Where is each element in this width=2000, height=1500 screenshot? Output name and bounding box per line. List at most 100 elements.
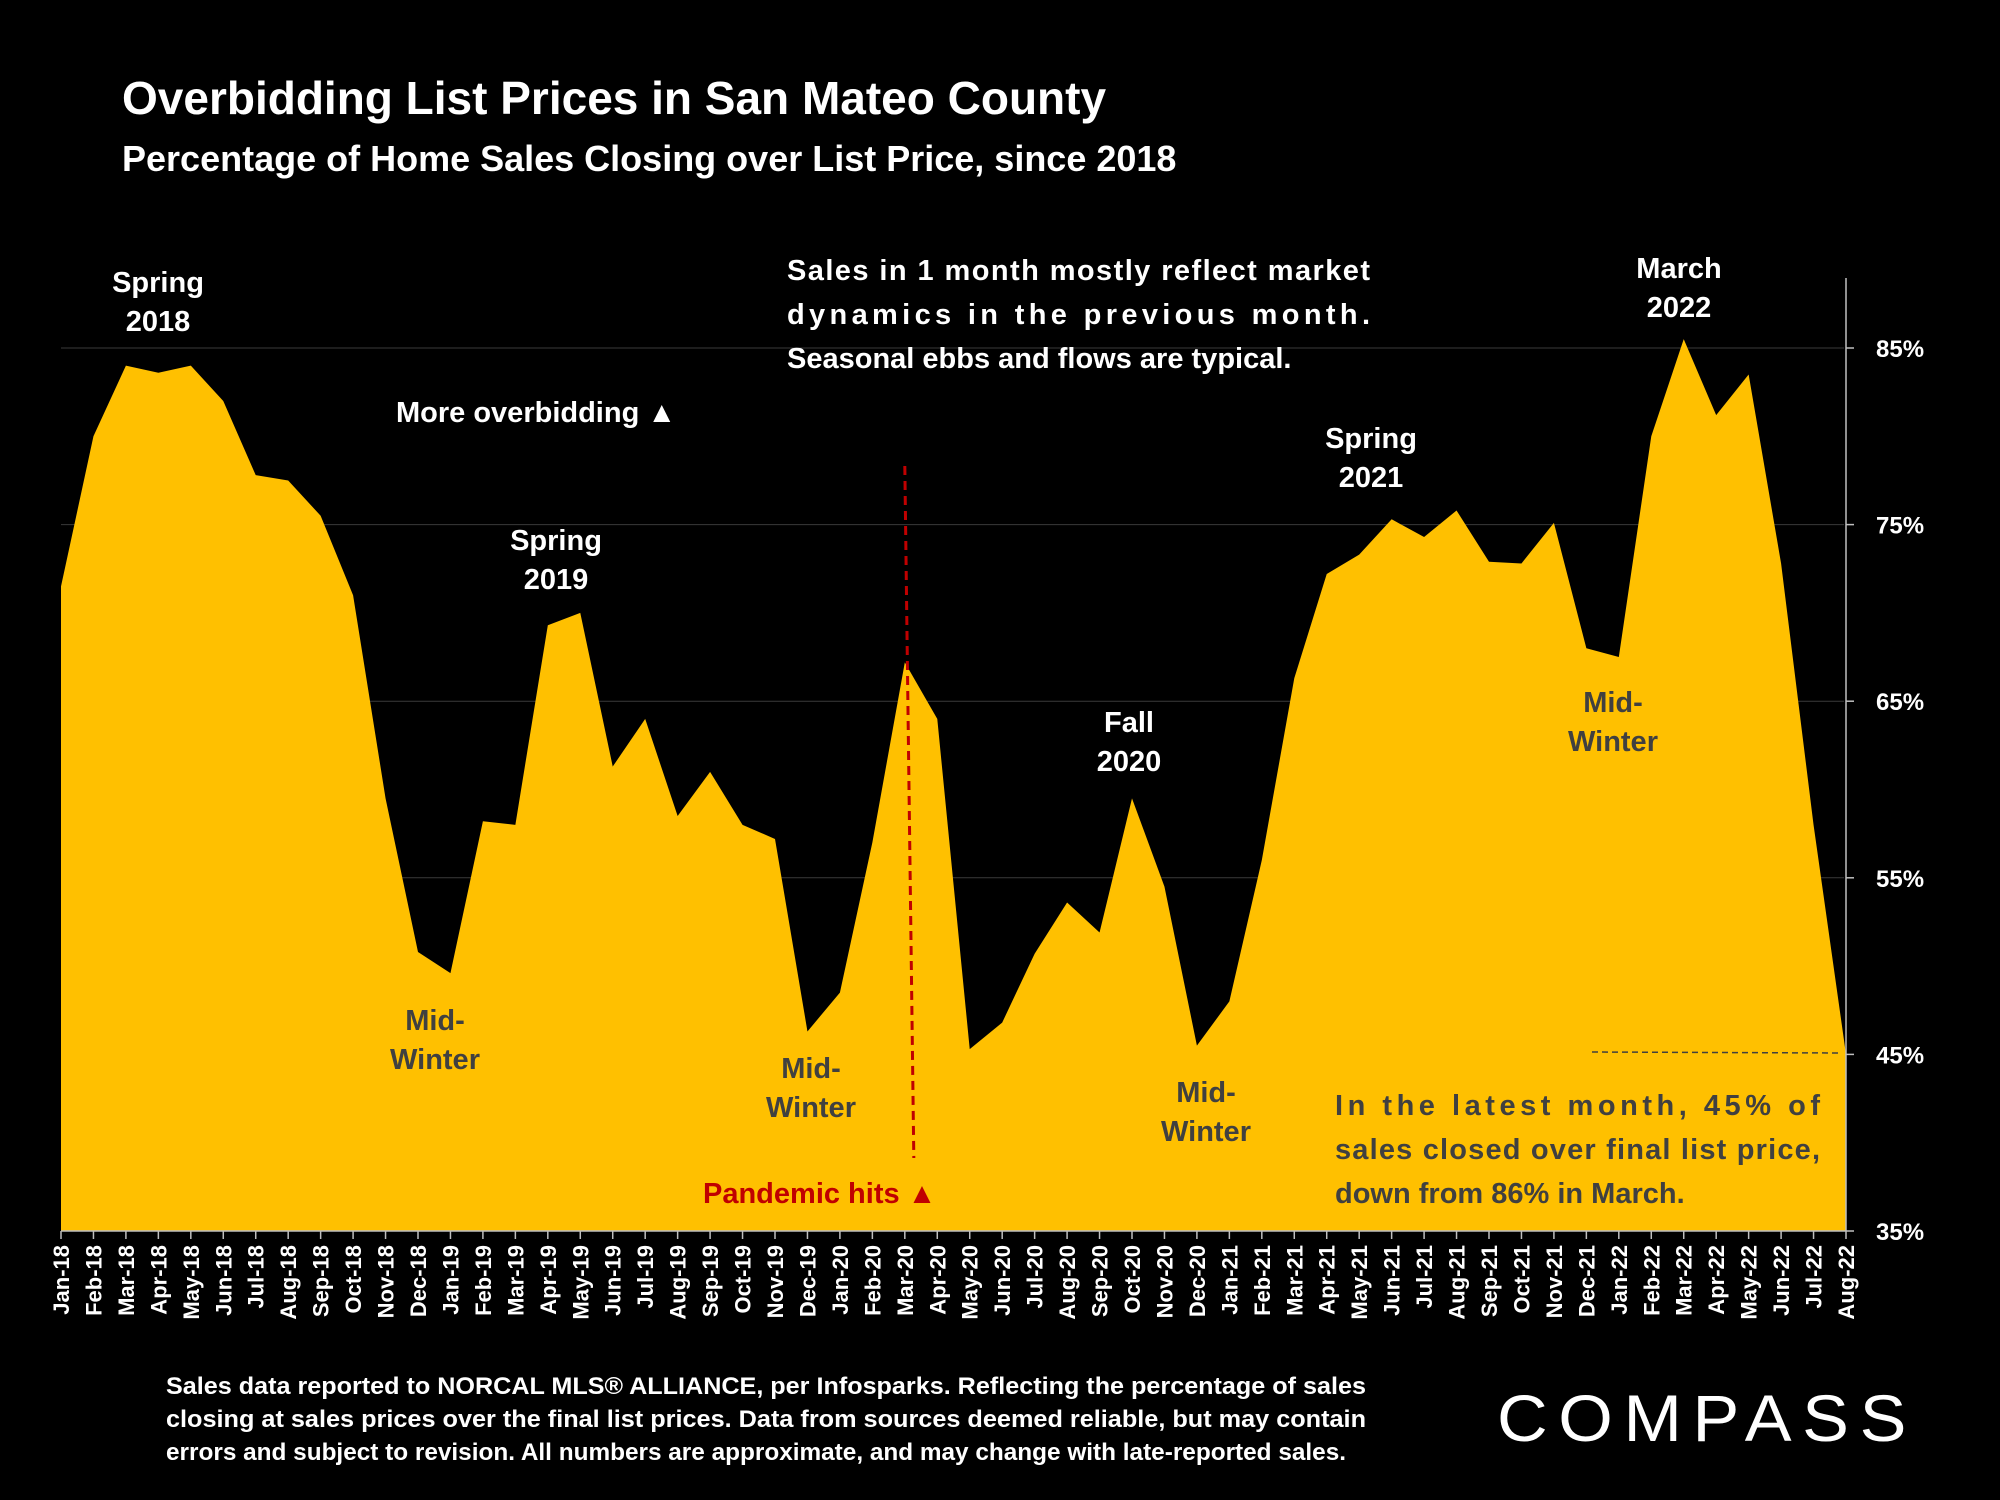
- x-tick-label: Jan-18: [49, 1245, 74, 1315]
- data-point-jul-19: [643, 717, 647, 721]
- x-tick-label: Oct-19: [731, 1245, 756, 1313]
- y-tick-label: 35%: [1876, 1219, 1924, 1246]
- data-point-jun-18: [221, 399, 225, 403]
- data-point-jul-22: [1812, 823, 1816, 827]
- data-point-mar-18: [124, 364, 128, 368]
- axes: [61, 278, 1847, 1232]
- x-tick-label: Jan-22: [1607, 1245, 1632, 1315]
- x-tick-label: Dec-21: [1574, 1245, 1599, 1317]
- x-tick-label: Jun-19: [601, 1245, 626, 1316]
- x-tick-label: Dec-18: [406, 1245, 431, 1317]
- annotation-spring-2018-line-2: 2018: [126, 306, 191, 338]
- data-point-feb-21: [1260, 858, 1264, 862]
- annotation-spring-2021-line-1: Spring: [1325, 423, 1417, 455]
- data-point-aug-20: [1065, 901, 1069, 905]
- annotation-march-2022-line-1: March: [1636, 253, 1721, 285]
- x-tick-label: Apr-20: [925, 1245, 950, 1315]
- area-fill: [61, 339, 1846, 1231]
- data-point-dec-21: [1584, 646, 1588, 650]
- x-tick-label: Nov-20: [1152, 1245, 1177, 1318]
- x-tick-label: Nov-18: [374, 1245, 399, 1318]
- annotation-latest-month-line-2: sales closed over final list price,: [1335, 1134, 1820, 1166]
- data-point-nov-21: [1552, 521, 1556, 525]
- data-point-jun-20: [1000, 1021, 1004, 1025]
- data-point-sep-19: [708, 770, 712, 774]
- annotation-mid-winter-3: Mid- Winter: [1161, 1077, 1251, 1148]
- x-tick-label: Feb-20: [860, 1245, 885, 1316]
- compass-logo-text: COMPASS: [1497, 1381, 1917, 1455]
- data-point-may-19: [578, 611, 582, 615]
- y-axis-ticks: 85% 75% 65% 55% 45% 35%: [1846, 336, 1924, 1246]
- x-tick-label: Jul-18: [244, 1245, 269, 1309]
- x-tick-label: Aug-18: [276, 1245, 301, 1320]
- data-point-oct-21: [1519, 561, 1523, 565]
- data-point-apr-19: [546, 623, 550, 627]
- chart-title: Overbidding List Prices in San Mateo Cou…: [122, 72, 1106, 124]
- annotation-fall-2020-line-1: Fall: [1104, 707, 1154, 739]
- x-tick-label: Sep-21: [1477, 1245, 1502, 1317]
- x-tick-label: May-21: [1347, 1245, 1372, 1320]
- data-point-feb-18: [91, 434, 95, 438]
- data-point-feb-22: [1649, 434, 1653, 438]
- footer-note-line-3: errors and subject to revision. All numb…: [166, 1439, 1346, 1466]
- annotation-spring-2019-line-1: Spring: [510, 525, 602, 557]
- data-point-oct-18: [351, 593, 355, 597]
- x-tick-label: May-20: [958, 1245, 983, 1320]
- annotation-market-dynamics-line-3: Seasonal ebbs and flows are typical.: [787, 343, 1291, 375]
- data-point-feb-20: [870, 840, 874, 844]
- y-tick-label: 85%: [1876, 336, 1924, 363]
- compass-logo: COMPASS: [1497, 1381, 1917, 1455]
- annotation-march-2022-line-2: 2022: [1647, 292, 1712, 324]
- x-tick-label: Jun-22: [1769, 1245, 1794, 1316]
- annotation-spring-2019-line-2: 2019: [524, 564, 589, 596]
- data-point-apr-21: [1325, 572, 1329, 576]
- annotation-mid-winter-1: Mid- Winter: [390, 1005, 480, 1076]
- footer-note: Sales data reported to NORCAL MLS® ALLIA…: [166, 1373, 1366, 1466]
- data-point-oct-20: [1130, 796, 1134, 800]
- annotation-mid-winter-2: Mid- Winter: [766, 1053, 856, 1124]
- area-series: [61, 337, 1846, 1231]
- x-tick-label: May-22: [1737, 1245, 1762, 1320]
- data-point-jan-21: [1227, 999, 1231, 1003]
- y-tick-label: 75%: [1876, 513, 1924, 540]
- data-point-jun-22: [1779, 561, 1783, 565]
- data-point-aug-19: [676, 814, 680, 818]
- x-tick-label: Nov-21: [1542, 1245, 1567, 1318]
- data-point-apr-22: [1714, 413, 1718, 417]
- data-point-jan-20: [838, 991, 842, 995]
- x-tick-label: Jul-21: [1412, 1245, 1437, 1309]
- annotation-fall-2020: Fall 2020: [1097, 707, 1162, 778]
- data-point-jan-22: [1617, 655, 1621, 659]
- annotation-market-dynamics-line-2: dynamics in the previous month.: [787, 299, 1370, 331]
- annotation-mid-winter-2-line-2: Winter: [766, 1092, 856, 1124]
- data-point-mar-22: [1682, 337, 1686, 341]
- x-tick-label: Oct-18: [341, 1245, 366, 1313]
- x-tick-label: Oct-21: [1509, 1245, 1534, 1313]
- annotation-mid-winter-2-line-1: Mid-: [781, 1053, 841, 1085]
- x-tick-label: Feb-19: [471, 1245, 496, 1316]
- x-tick-label: Apr-22: [1704, 1245, 1729, 1315]
- x-tick-label: May-18: [179, 1245, 204, 1320]
- x-tick-label: Jun-21: [1380, 1245, 1405, 1316]
- x-axis-ticks: Jan-18 Feb-18 Mar-18 Apr-18 May-18 Jun-18 Jul-…: [49, 1231, 1859, 1320]
- x-tick-label: Sep-19: [698, 1245, 723, 1317]
- data-point-apr-18: [156, 371, 160, 375]
- annotation-mid-winter-4: Mid- Winter: [1568, 687, 1658, 758]
- annotation-spring-2018: Spring 2018: [112, 267, 204, 338]
- x-tick-label: Nov-19: [763, 1245, 788, 1318]
- annotation-mid-winter-4-line-1: Mid-: [1583, 687, 1643, 719]
- x-tick-label: Apr-18: [146, 1245, 171, 1315]
- annotation-spring-2021-line-2: 2021: [1339, 462, 1404, 494]
- x-tick-label: Jun-18: [211, 1245, 236, 1316]
- x-tick-label: Aug-20: [1055, 1245, 1080, 1320]
- data-point-dec-20: [1195, 1044, 1199, 1048]
- x-tick-label: Aug-19: [666, 1245, 691, 1320]
- annotation-spring-2018-line-1: Spring: [112, 267, 204, 299]
- annotation-spring-2021: Spring 2021: [1325, 423, 1417, 494]
- x-tick-label: Feb-21: [1250, 1245, 1275, 1316]
- x-tick-label: Apr-19: [536, 1245, 561, 1315]
- footer-note-line-2: closing at sales prices over the final l…: [166, 1406, 1366, 1433]
- data-point-sep-21: [1487, 560, 1491, 564]
- annotation-pandemic-hits: Pandemic hits ▲: [703, 1178, 936, 1210]
